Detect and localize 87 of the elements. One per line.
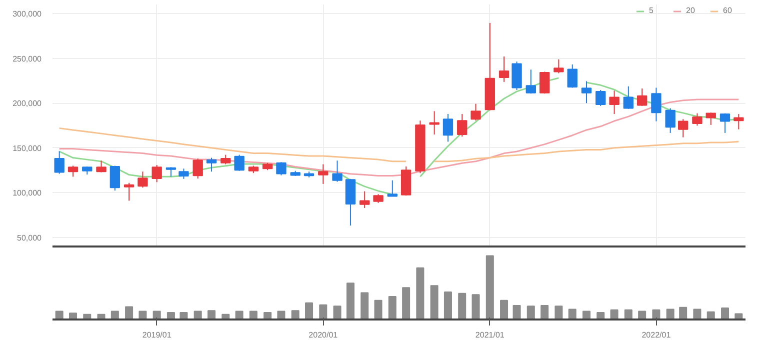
bar bbox=[138, 310, 147, 320]
bar bbox=[472, 294, 480, 320]
candlestick bbox=[596, 90, 606, 106]
bar bbox=[402, 287, 410, 320]
x-tick-label: 2021/01 bbox=[475, 330, 505, 340]
candlestick bbox=[332, 160, 342, 182]
candlestick bbox=[138, 171, 148, 188]
candlestick bbox=[124, 182, 134, 202]
bar bbox=[610, 309, 618, 320]
bar bbox=[486, 255, 494, 320]
y-tick-label: 150,000 bbox=[12, 144, 42, 153]
candlestick bbox=[470, 103, 481, 122]
candlestick bbox=[554, 58, 564, 74]
bar bbox=[526, 306, 535, 320]
y-tick-label: 300,000 bbox=[12, 9, 42, 18]
bar bbox=[194, 310, 202, 320]
bar bbox=[277, 310, 286, 320]
candlestick bbox=[567, 64, 578, 88]
candlestick bbox=[96, 160, 106, 173]
bar bbox=[638, 310, 646, 320]
y-tick-label: 200,000 bbox=[12, 99, 42, 108]
candlestick bbox=[192, 158, 203, 180]
candlestick bbox=[234, 154, 244, 172]
candlestick bbox=[734, 114, 744, 130]
bar bbox=[512, 304, 521, 320]
bar bbox=[374, 300, 382, 320]
candlestick bbox=[68, 165, 78, 178]
candlestick bbox=[387, 180, 398, 197]
legend-label: 20 bbox=[686, 6, 696, 15]
candlestick bbox=[539, 71, 550, 94]
bar bbox=[388, 296, 396, 320]
bar bbox=[360, 292, 369, 320]
candlestick bbox=[706, 112, 716, 126]
candlestick bbox=[442, 114, 454, 142]
bar bbox=[208, 310, 216, 320]
candlestick bbox=[178, 168, 189, 180]
candlestick bbox=[318, 164, 328, 184]
candlestick bbox=[692, 112, 702, 126]
bar bbox=[249, 310, 258, 320]
candlestick bbox=[110, 165, 120, 192]
candlestick bbox=[54, 150, 64, 174]
bar bbox=[319, 304, 328, 320]
bar bbox=[333, 306, 342, 320]
bar bbox=[235, 310, 244, 320]
bar bbox=[582, 310, 590, 320]
bar bbox=[305, 302, 314, 320]
x-tick-label: 2019/01 bbox=[142, 330, 172, 340]
candlestick bbox=[166, 166, 176, 178]
candlestick bbox=[220, 154, 231, 165]
y-tick-label: 100,000 bbox=[12, 188, 42, 198]
candlestick bbox=[636, 88, 648, 106]
bar bbox=[554, 306, 563, 320]
candlestick bbox=[581, 80, 592, 104]
candlestick bbox=[360, 190, 370, 209]
bar bbox=[125, 306, 134, 320]
candlestick bbox=[678, 118, 688, 138]
candlestick bbox=[609, 90, 620, 115]
bar bbox=[679, 306, 688, 320]
candlestick bbox=[206, 157, 217, 172]
bar bbox=[346, 282, 354, 320]
candlestick bbox=[720, 112, 730, 134]
candlestick bbox=[498, 56, 510, 82]
bar bbox=[416, 267, 424, 320]
bar bbox=[458, 292, 466, 320]
x-tick-label: 2022/01 bbox=[642, 330, 672, 340]
bar bbox=[720, 308, 730, 320]
bar bbox=[624, 309, 632, 320]
bar bbox=[430, 285, 438, 320]
x-tick-label: 2020/01 bbox=[308, 330, 338, 340]
candlestick bbox=[457, 114, 468, 138]
bar bbox=[291, 310, 300, 320]
candlestick bbox=[526, 69, 536, 94]
bar bbox=[110, 310, 119, 320]
bar bbox=[55, 310, 64, 320]
legend-label: 60 bbox=[723, 6, 733, 15]
candlestick bbox=[276, 162, 286, 176]
candlestick bbox=[665, 108, 676, 134]
candlestick bbox=[623, 86, 634, 110]
y-tick-label: 250,000 bbox=[12, 54, 42, 64]
candlestick bbox=[152, 164, 162, 183]
bar bbox=[540, 304, 549, 320]
bar bbox=[152, 310, 161, 320]
y-tick-label: 50,000 bbox=[17, 234, 42, 243]
legend-label: 5 bbox=[649, 6, 654, 15]
candlestick bbox=[651, 87, 662, 122]
bar bbox=[500, 300, 508, 320]
bar bbox=[444, 292, 452, 320]
